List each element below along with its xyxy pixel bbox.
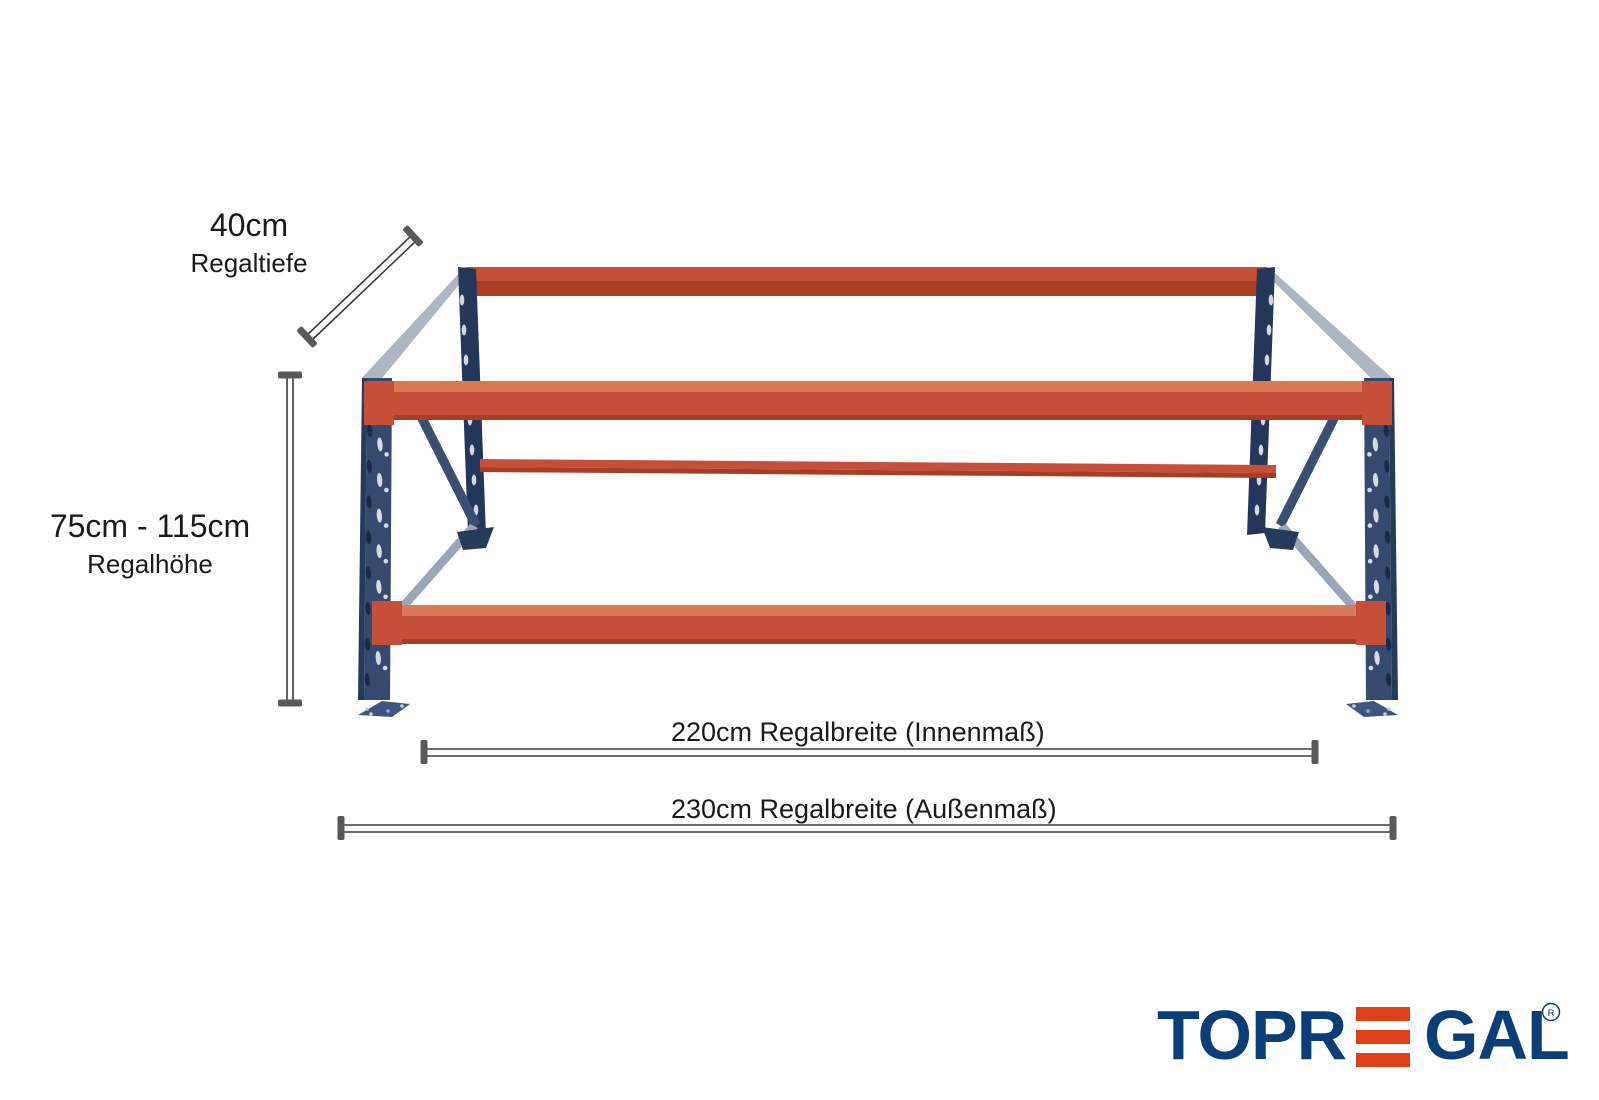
svg-text:R: R [1548,1008,1555,1019]
svg-text:230cm Regalbreite (Außenmaß): 230cm Regalbreite (Außenmaß) [671,794,1057,824]
svg-text:Regaltiefe: Regaltiefe [190,248,307,278]
svg-text:75cm - 115cm: 75cm - 115cm [50,508,250,544]
svg-text:TOPR: TOPR [1157,996,1347,1074]
svg-text:Regalhöhe: Regalhöhe [87,549,213,579]
svg-text:220cm Regalbreite (Innenmaß): 220cm Regalbreite (Innenmaß) [671,717,1045,747]
svg-text:40cm: 40cm [210,207,288,243]
